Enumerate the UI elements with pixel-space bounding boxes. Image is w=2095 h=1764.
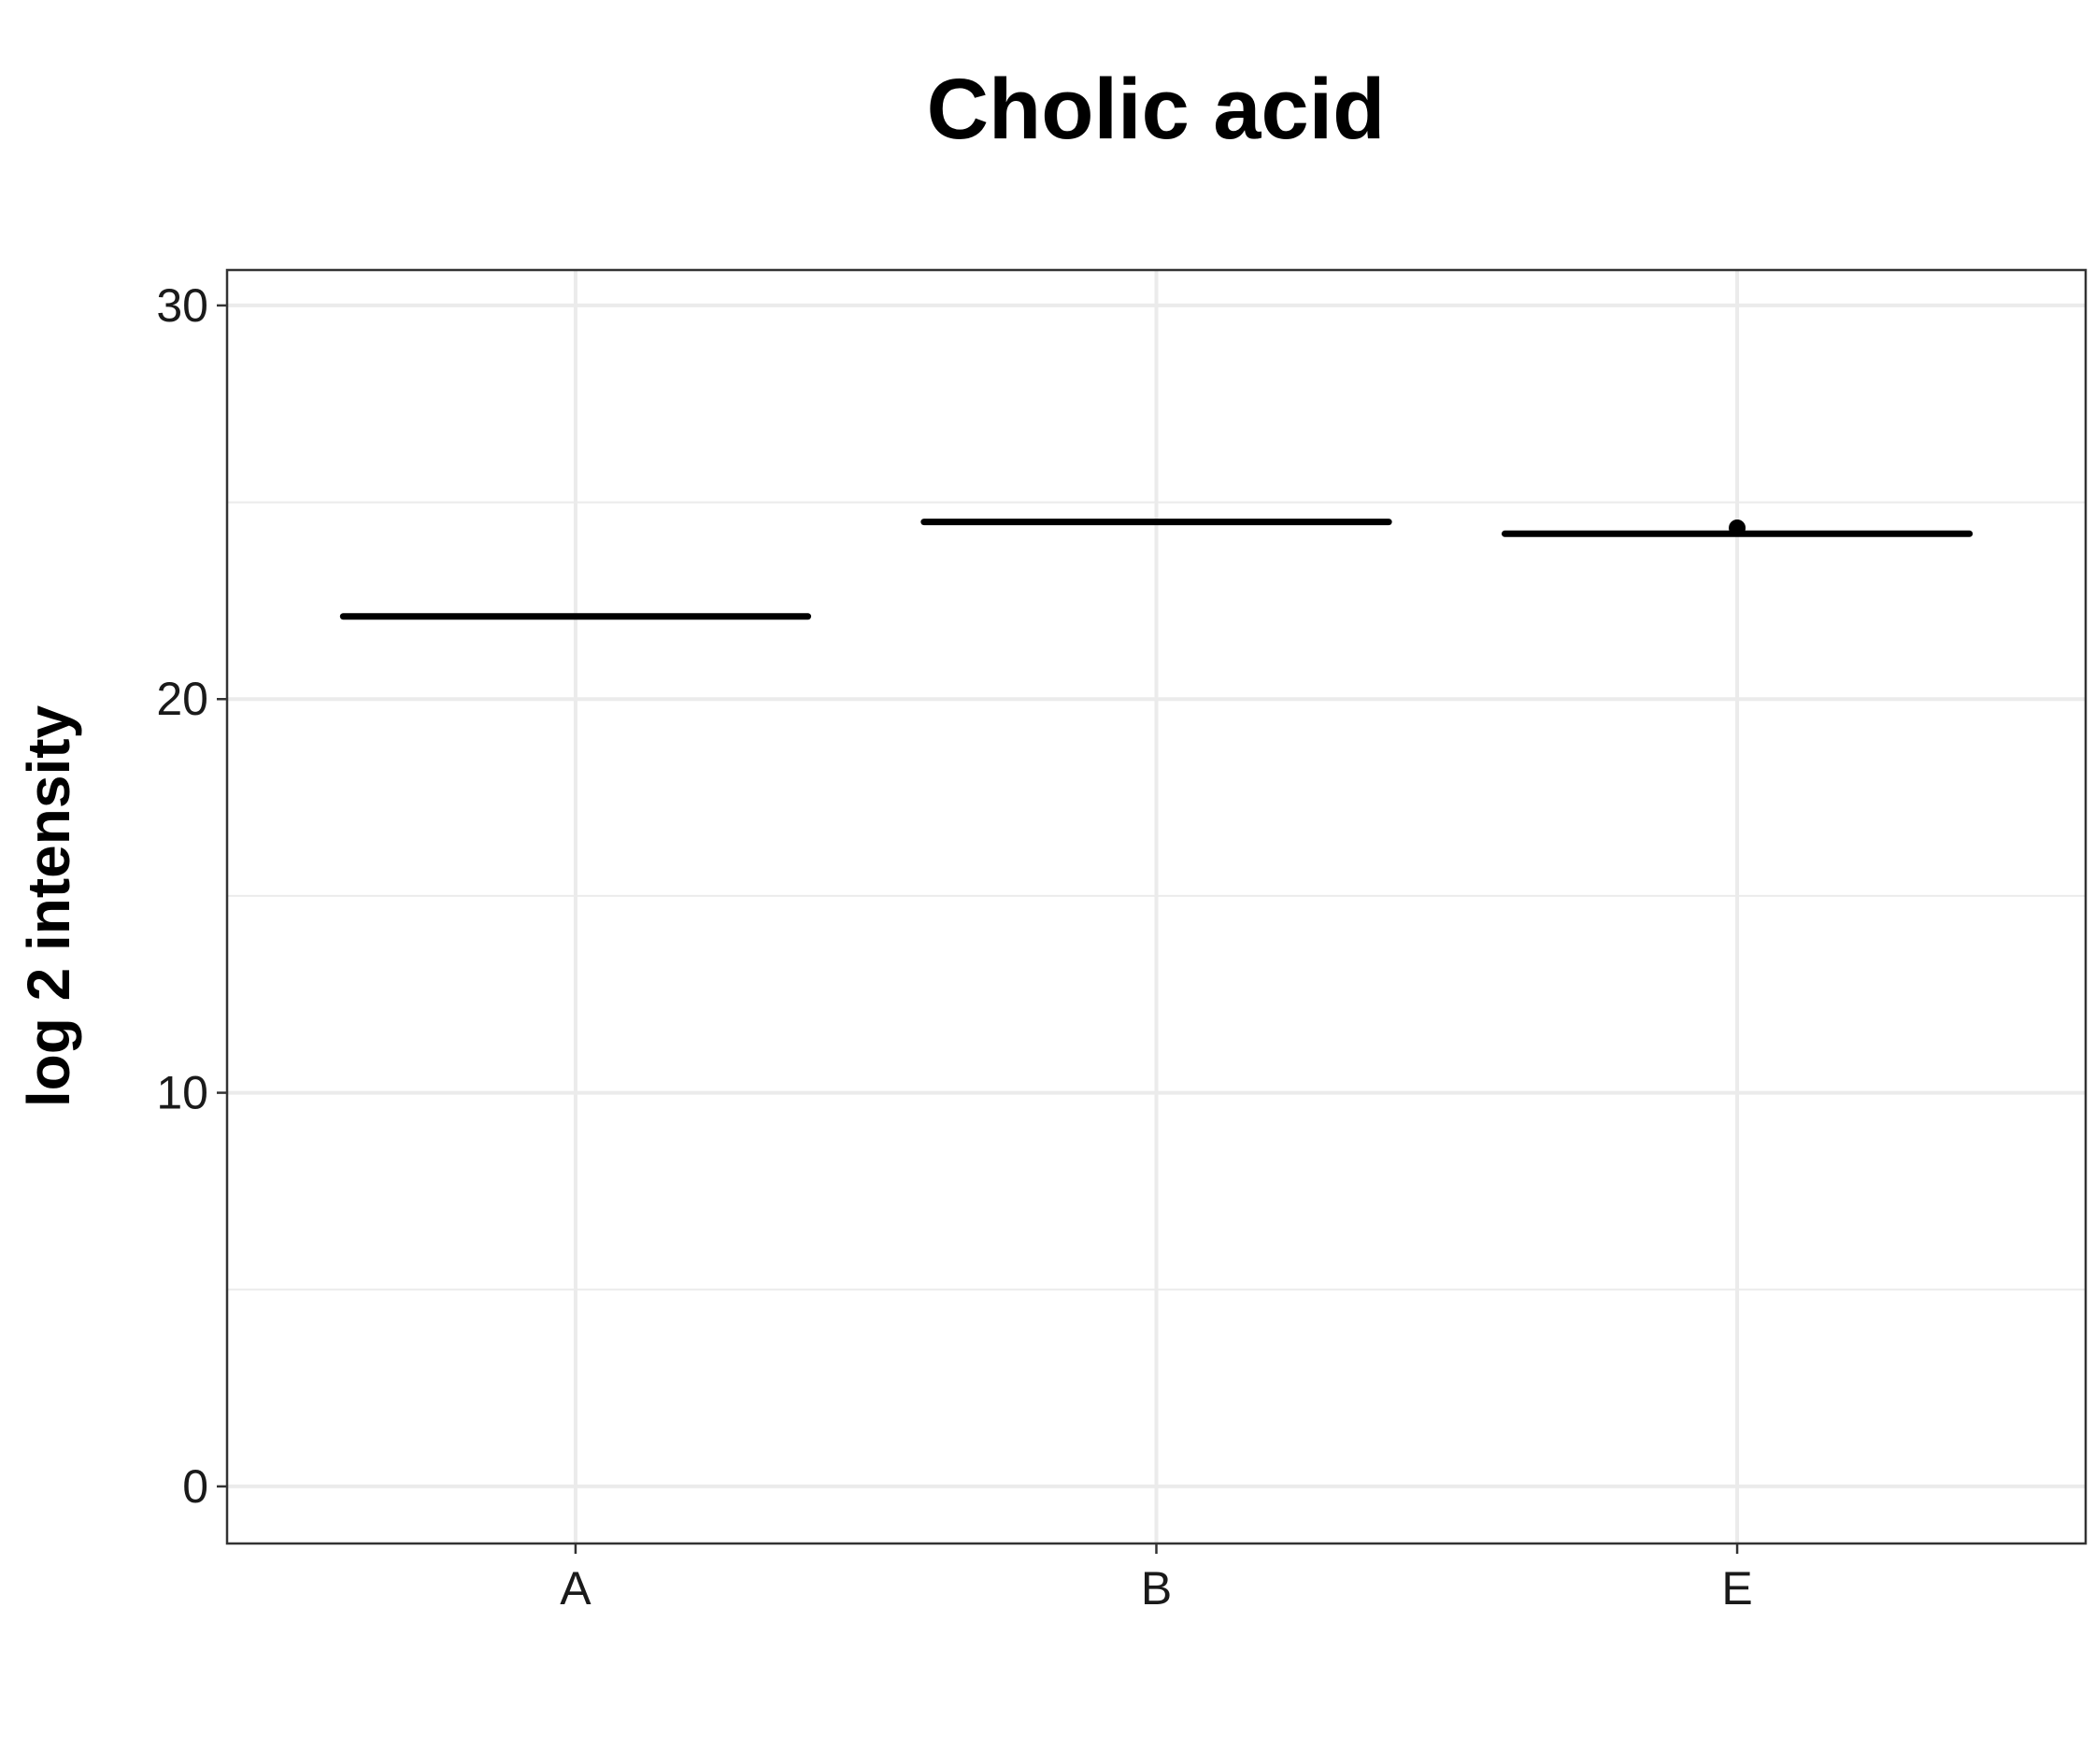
outlier-point bbox=[1729, 519, 1746, 536]
box-E bbox=[1501, 519, 1974, 537]
y-axis-title: log 2 intensity bbox=[15, 704, 82, 1107]
y-tick-label: 30 bbox=[156, 279, 208, 332]
y-tick-label: 10 bbox=[156, 1067, 208, 1119]
y-tick-label: 0 bbox=[182, 1460, 208, 1513]
box-marks bbox=[339, 519, 1974, 620]
x-tick-label: A bbox=[560, 1562, 591, 1615]
y-tick-label: 20 bbox=[156, 673, 208, 725]
grid-lines bbox=[227, 270, 2086, 1544]
x-tick-label: B bbox=[1141, 1562, 1172, 1615]
x-tick-label: E bbox=[1721, 1562, 1752, 1615]
chart-title: Cholic acid bbox=[927, 62, 1386, 157]
axes: 0 10 20 30 A B E bbox=[156, 268, 2088, 1615]
